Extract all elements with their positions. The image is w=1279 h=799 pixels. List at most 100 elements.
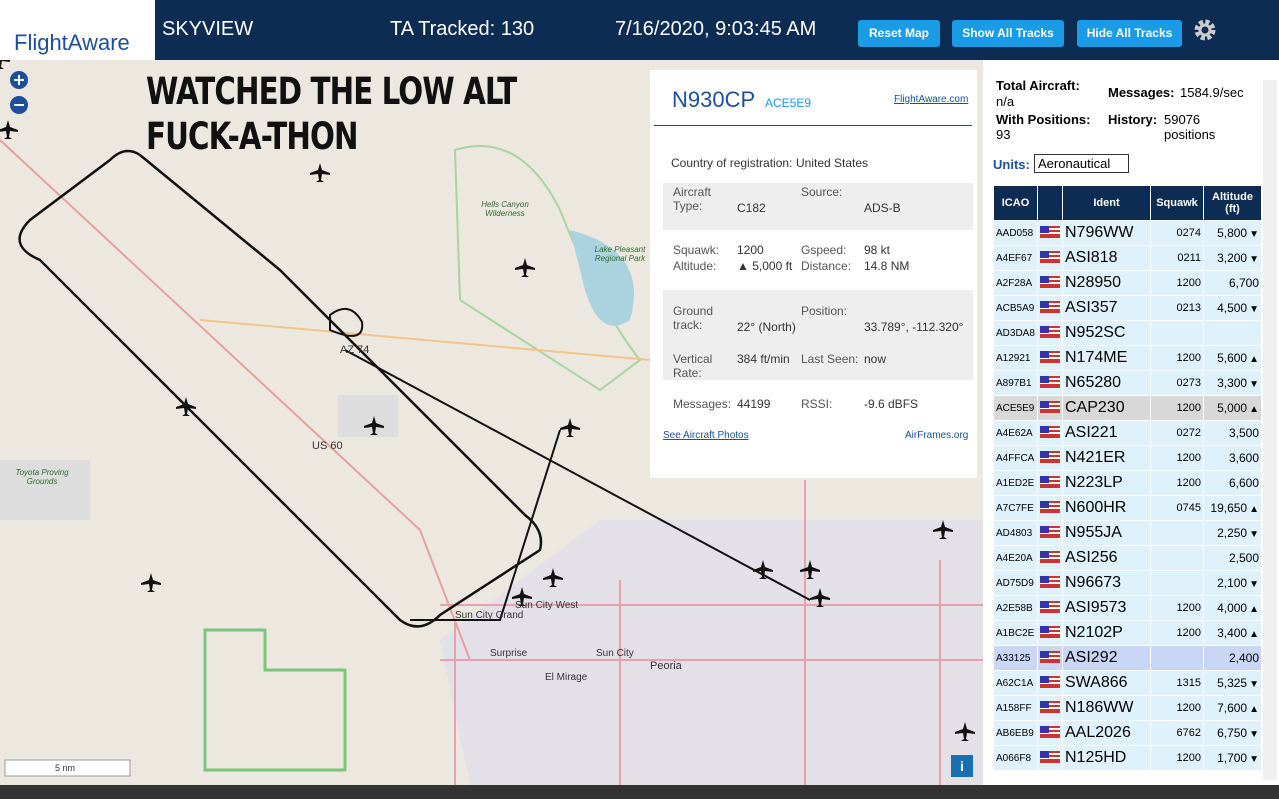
column-header[interactable]: Squawk: [1150, 185, 1204, 221]
table-row[interactable]: A2E58B ASI9573 1200 4,000 ▲: [993, 595, 1262, 621]
scrollbar[interactable]: [1263, 80, 1277, 780]
altitude-value: 3,300: [1217, 376, 1248, 390]
ident: N955JA: [1062, 520, 1151, 546]
table-row[interactable]: A4E62A ASI221 0272 3,500: [993, 420, 1262, 446]
flag-icon: [1040, 725, 1060, 738]
link[interactable]: AirFrames.org: [905, 430, 969, 441]
field-label: RSSI:: [801, 397, 833, 411]
trend: ▲: [1249, 504, 1259, 515]
icao: A33125: [993, 645, 1038, 671]
table-row[interactable]: A4E20A ASI256 2,500: [993, 545, 1262, 571]
altitude-value: 2,100: [1217, 576, 1248, 590]
flag: [1037, 245, 1063, 271]
flag: [1037, 495, 1063, 521]
field-value: C182: [737, 201, 766, 215]
table-row[interactable]: AB6EB9 AAL2026 6762 6,750 ▼: [993, 720, 1262, 746]
altitude-value: 1,700: [1217, 751, 1248, 765]
map-label: Sun City: [596, 648, 634, 659]
flag: [1037, 545, 1063, 571]
table-row[interactable]: A1BC2E N2102P 1200 3,400 ▲: [993, 620, 1262, 646]
table-row[interactable]: AD75D9 N96673 2,100 ▼: [993, 570, 1262, 596]
button[interactable]: Show All Tracks: [952, 20, 1064, 47]
flag-icon: [1040, 750, 1060, 763]
trend: ▼: [1249, 679, 1259, 690]
flag: [1037, 595, 1063, 621]
altitude: 19,650 ▲: [1203, 495, 1262, 521]
table-row[interactable]: A897B1 N65280 0273 3,300 ▼: [993, 370, 1262, 396]
table-row[interactable]: A066F8 N125HD 1200 1,700 ▼: [993, 745, 1262, 771]
altitude-value: 2,500: [1228, 551, 1259, 565]
squawk: 0745: [1150, 495, 1204, 521]
table-row[interactable]: AAD058 N796WW 0274 5,800 ▼: [993, 220, 1262, 246]
altitude-value: 4,500: [1217, 301, 1248, 315]
table-row[interactable]: AD3DA8 N952SC: [993, 320, 1262, 346]
flag: [1037, 220, 1063, 246]
flag: [1037, 320, 1063, 346]
altitude-value: 3,400: [1217, 626, 1248, 640]
altitude-value: 6,700: [1228, 276, 1259, 290]
squawk: [1150, 645, 1204, 671]
table-row[interactable]: A12921 N174ME 1200 5,600 ▲: [993, 345, 1262, 371]
icao: A4E62A: [993, 420, 1038, 446]
flag-icon: [1040, 700, 1060, 713]
ident: N28950: [1062, 270, 1151, 296]
altitude: 5,000 ▲: [1203, 395, 1262, 421]
table-row[interactable]: ACE5E9 CAP230 1200 5,000 ▲: [993, 395, 1262, 421]
altitude: 6,700: [1203, 270, 1262, 296]
table-row[interactable]: A158FF N186WW 1200 7,600 ▲: [993, 695, 1262, 721]
table-row[interactable]: A1ED2E N223LP 1200 6,600: [993, 470, 1262, 496]
squawk: 0211: [1150, 245, 1204, 271]
sidebar: Total Aircraft: n/a With Positions: 93 M…: [983, 60, 1279, 785]
flag-icon: [1040, 575, 1060, 588]
icao: A4FFCA: [993, 445, 1038, 471]
table-row[interactable]: A33125 ASI292 2,400: [993, 645, 1262, 671]
hex: ACE5E9: [765, 96, 812, 110]
squawk: 1200: [1150, 445, 1204, 471]
trend: ▲: [1249, 629, 1259, 640]
table-row[interactable]: A4EF67 ASI818 0211 3,200 ▼: [993, 245, 1262, 271]
settings-icon[interactable]: [1193, 18, 1217, 42]
flag: [1037, 470, 1063, 496]
link[interactable]: See Aircraft Photos: [663, 430, 749, 441]
button[interactable]: Hide All Tracks: [1077, 20, 1182, 47]
table-row[interactable]: A62C1A SWA866 1315 5,325 ▼: [993, 670, 1262, 696]
altitude: 3,200 ▼: [1203, 245, 1262, 271]
table-row[interactable]: ACB5A9 ASI357 0213 4,500 ▼: [993, 295, 1262, 321]
units-select[interactable]: Aeronautical: [1034, 154, 1130, 173]
flag: [1037, 570, 1063, 596]
flag-icon: [1040, 400, 1060, 413]
column-header[interactable]: Altitude (ft): [1203, 185, 1262, 221]
logo[interactable]: FlightAware: [0, 0, 155, 60]
column-header[interactable]: ICAO: [993, 185, 1038, 221]
altitude: 4,500 ▼: [1203, 295, 1262, 321]
field-label: Gspeed:: [801, 243, 847, 257]
field-value: 384 ft/min: [737, 352, 790, 366]
divider: [654, 125, 972, 126]
altitude: 4,000 ▲: [1203, 595, 1262, 621]
icao: A4E20A: [993, 545, 1038, 571]
trend: ▼: [1249, 304, 1259, 315]
trend: ▼: [1249, 579, 1259, 590]
flag-icon: [1040, 475, 1060, 488]
map-label: Surprise: [490, 648, 528, 659]
altitude-value: 6,750: [1217, 726, 1248, 740]
stat-label: With Positions:: [996, 112, 1091, 127]
squawk: 0213: [1150, 295, 1204, 321]
button[interactable]: Reset Map: [858, 20, 940, 47]
column-header[interactable]: Ident: [1062, 185, 1151, 221]
group: [663, 290, 973, 380]
map-label: Toyota Proving Grounds: [15, 468, 69, 486]
map-label: Peoria: [650, 660, 682, 672]
icao: A1BC2E: [993, 620, 1038, 646]
link[interactable]: FlightAware.com: [894, 94, 969, 105]
aircraft-panel: N930CP ACE5E9 FlightAware.com Country of…: [650, 70, 977, 478]
table-row[interactable]: A2F28A N28950 1200 6,700: [993, 270, 1262, 296]
table-row[interactable]: A7C7FE N600HR 0745 19,650 ▲: [993, 495, 1262, 521]
table-row[interactable]: AD4803 N955JA 2,250 ▼: [993, 520, 1262, 546]
units-label: Units:: [993, 157, 1030, 172]
altitude-value: 3,500: [1228, 426, 1259, 440]
stat-value: 93: [996, 127, 1011, 142]
flag-icon: [1040, 350, 1060, 363]
ident: N186WW: [1062, 695, 1151, 721]
table-row[interactable]: A4FFCA N421ER 1200 3,600: [993, 445, 1262, 471]
